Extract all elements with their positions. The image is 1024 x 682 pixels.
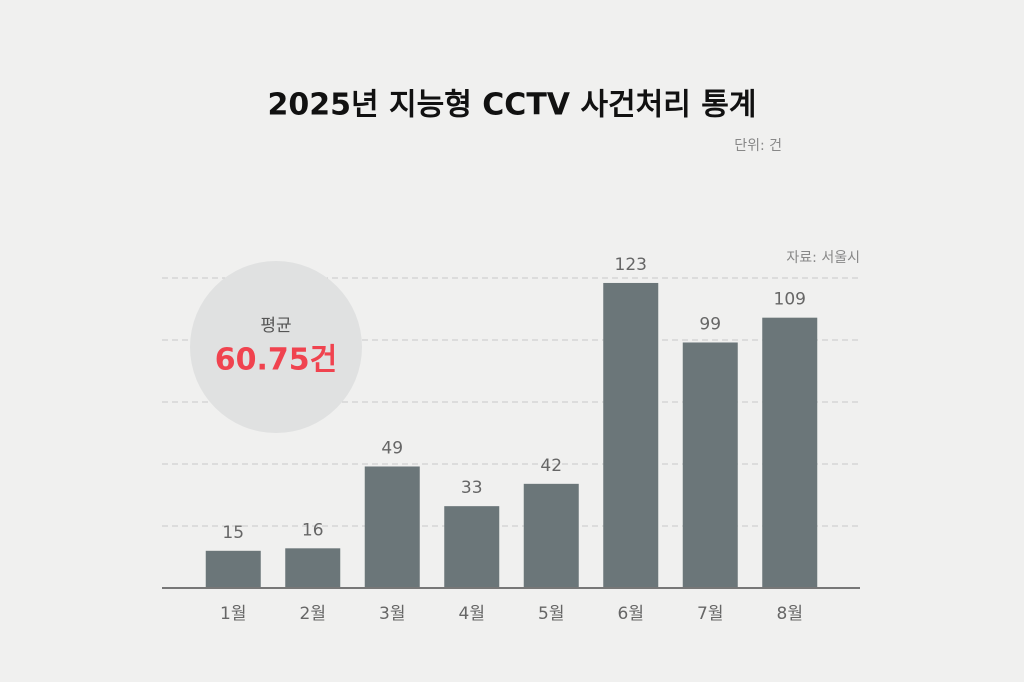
unit-note: 단위: 건 (734, 138, 782, 154)
bar (205, 550, 261, 588)
bar (523, 483, 579, 588)
bar (285, 548, 341, 588)
x-tick-label: 5월 (538, 604, 564, 624)
source-note: 자료: 서울시 (786, 250, 860, 266)
plot-area: 15 1월 16 2월 49 3월 33 4월 42 5월 123 6월 99 7월 109 8월 (162, 255, 860, 624)
bar (682, 342, 738, 588)
x-tick-label: 4월 (459, 604, 485, 624)
average-badge (190, 261, 362, 433)
x-tick-label: 1월 (220, 604, 246, 624)
bar (364, 466, 420, 588)
average-label: 평균 (260, 316, 291, 336)
value-label: 49 (381, 438, 403, 458)
chart-title: 2025년 지능형 CCTV 사건처리 통계 (268, 88, 757, 123)
bar (444, 506, 500, 588)
bar (762, 317, 818, 588)
value-label: 99 (699, 314, 721, 334)
bar (603, 282, 659, 588)
value-label: 109 (774, 290, 806, 310)
x-tick-label: 8월 (777, 604, 803, 624)
x-tick-label: 7월 (697, 604, 723, 624)
value-label: 16 (302, 520, 324, 540)
value-label: 15 (222, 523, 244, 543)
value-label: 33 (461, 478, 483, 498)
x-tick-label: 6월 (618, 604, 644, 624)
value-label: 42 (540, 456, 562, 476)
average-value: 60.75건 (215, 343, 338, 378)
value-label: 123 (615, 255, 647, 275)
x-tick-label: 2월 (300, 604, 326, 624)
x-tick-label: 3월 (379, 604, 405, 624)
